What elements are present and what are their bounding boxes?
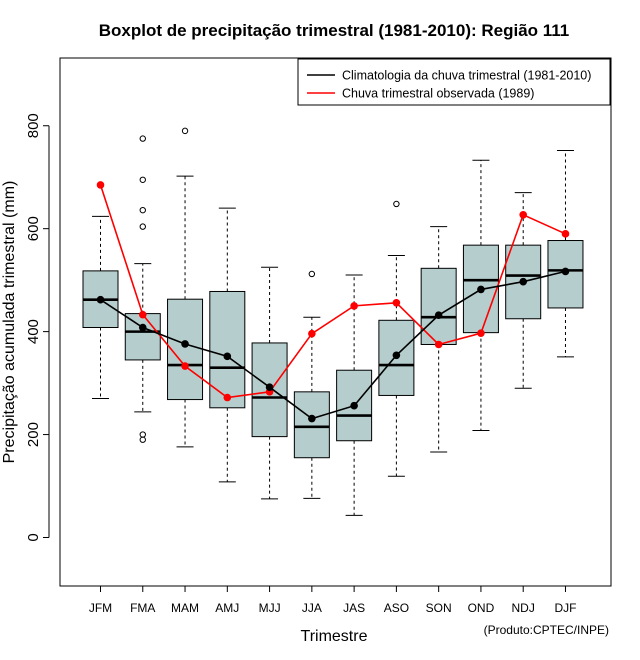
boxplot-fma [124, 135, 161, 443]
boxplot-ndj [505, 192, 542, 389]
climatology-point [308, 414, 316, 423]
box-group [82, 127, 584, 516]
x-tick-label: OND [468, 601, 495, 615]
x-tick-label: MJJ [259, 601, 281, 615]
x-tick-label: JAS [343, 601, 365, 615]
observed-1989-point [392, 298, 401, 307]
climatology-point [434, 311, 443, 319]
climatology-point [265, 383, 274, 392]
x-tick-label: AMJ [215, 601, 239, 615]
iqr-box [293, 391, 330, 459]
observed-1989-point [519, 210, 527, 219]
boxplot-ond [462, 159, 499, 431]
x-tick-label: ASO [384, 601, 409, 615]
outlier-point [139, 223, 146, 230]
chart-title: Boxplot de precipitação trimestral (1981… [99, 21, 570, 40]
observed-1989-point [138, 310, 147, 319]
legend: Climatologia da chuva trimestral (1981-2… [297, 58, 611, 106]
climatology-point [561, 267, 570, 276]
iqr-box [167, 298, 204, 401]
y-tick-label: 0 [25, 533, 42, 541]
iqr-box [420, 267, 457, 345]
outlier-point [139, 206, 146, 214]
legend-label-observed: Chuva trimestral observada (1989) [342, 87, 534, 101]
outlier-point [139, 135, 146, 142]
climatology-point [181, 340, 189, 348]
outlier-point [393, 200, 400, 208]
x-axis-label: Trimestre [301, 628, 368, 645]
legend-box [297, 58, 611, 106]
climatology-point [138, 323, 147, 332]
observed-1989-point [477, 329, 485, 337]
observed-1989-point [350, 302, 358, 310]
credit-text: (Produto:CPTEC/INPE) [484, 623, 609, 637]
legend-label-climatology: Climatologia da chuva trimestral (1981-2… [342, 69, 591, 83]
boxplot-djf [547, 149, 584, 358]
outlier-point [308, 270, 316, 278]
climatology-point [519, 277, 527, 286]
observed-1989-point [434, 340, 443, 349]
observed-1989-point [561, 230, 570, 238]
observed-1989-point [96, 181, 105, 189]
x-axis: JFM FMA MAM AMJ MJJ JJA JAS ASO SON OND NDJ DJF [89, 585, 576, 615]
iqr-box [124, 313, 161, 361]
series-climatology [96, 267, 570, 423]
y-tick-label: 600 [25, 216, 42, 241]
x-tick-label: MAM [171, 601, 199, 615]
outlier-point [181, 127, 189, 135]
y-axis-label: Precipitação acumulada trimestral (mm) [1, 181, 18, 464]
outlier-point [139, 431, 146, 438]
boxplot-son [420, 226, 457, 453]
observed-1989-point [181, 362, 189, 370]
boxplot-amj [209, 207, 246, 483]
boxplot-mam [167, 127, 204, 448]
iqr-box [378, 319, 415, 396]
outlier-point [139, 436, 146, 443]
y-tick-label: 200 [25, 422, 42, 447]
x-tick-label: DJF [554, 601, 576, 615]
climatology-line [100, 270, 566, 420]
climatology-point [223, 352, 232, 361]
observed-1989-point [308, 329, 316, 338]
boxplot-mjj [251, 266, 288, 500]
x-tick-label: JFM [89, 601, 112, 615]
climatology-point [350, 401, 358, 410]
x-tick-label: JJA [302, 601, 322, 615]
climatology-point [96, 295, 105, 304]
observed-1989-line [99, 184, 566, 399]
y-tick-label: 400 [25, 319, 42, 344]
climatology-point [477, 285, 485, 294]
climatology-point [392, 351, 401, 360]
boxplot-aso [378, 200, 415, 477]
outlier-point [139, 176, 146, 183]
series-group [96, 181, 570, 423]
y-tick-label: 800 [25, 113, 42, 138]
series-observed-1989 [96, 181, 570, 402]
y-axis: 0 200 400 600 800 [25, 113, 50, 542]
x-tick-label: SON [426, 601, 452, 615]
boxplot-jas [336, 274, 373, 516]
observed-1989-point [223, 393, 232, 402]
x-tick-label: NDJ [512, 601, 535, 615]
x-tick-label: FMA [130, 601, 155, 615]
iqr-box [209, 290, 246, 409]
boxplot-jja [293, 270, 330, 499]
